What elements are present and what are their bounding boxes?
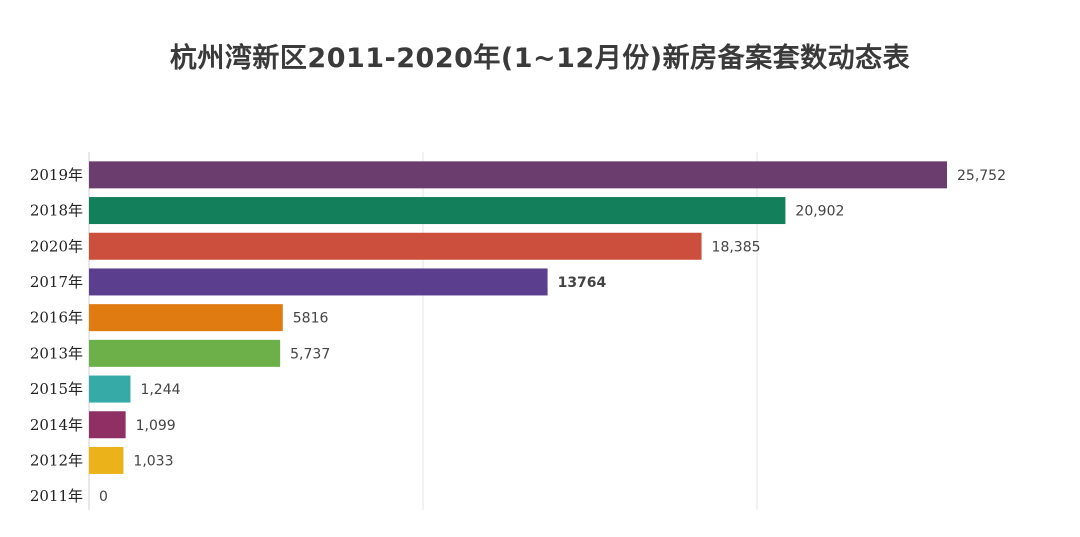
value-label: 1,244 xyxy=(140,382,180,398)
chart-title: 杭州湾新区2011-2020年(1~12月份)新房备案套数动态表 xyxy=(169,43,911,74)
value-label: 1,033 xyxy=(133,453,173,469)
value-label: 5816 xyxy=(293,311,329,327)
value-label: 18,385 xyxy=(712,239,761,255)
category-label: 2015年 xyxy=(30,380,83,398)
category-label: 2011年 xyxy=(30,487,83,505)
bar xyxy=(89,197,786,225)
bar xyxy=(89,339,281,367)
bar xyxy=(89,161,947,189)
category-label: 2014年 xyxy=(30,416,83,434)
value-label: 5,737 xyxy=(290,346,330,362)
bar xyxy=(89,446,124,474)
category-label: 2012年 xyxy=(30,451,83,469)
bar xyxy=(89,411,126,439)
category-label: 2016年 xyxy=(30,309,83,327)
category-label: 2020年 xyxy=(30,237,83,255)
bar xyxy=(89,304,283,332)
category-label: 2018年 xyxy=(30,202,83,220)
value-label: 25,752 xyxy=(957,168,1006,184)
category-label: 2019年 xyxy=(30,166,83,184)
value-label: 13764 xyxy=(558,275,607,291)
bar xyxy=(89,375,131,403)
bar xyxy=(89,268,548,296)
value-label: 1,099 xyxy=(136,418,176,434)
value-label: 20,902 xyxy=(795,204,844,220)
value-label: 0 xyxy=(99,489,108,505)
bar xyxy=(89,232,702,260)
category-label: 2013年 xyxy=(30,344,83,362)
category-label: 2017年 xyxy=(30,273,83,291)
